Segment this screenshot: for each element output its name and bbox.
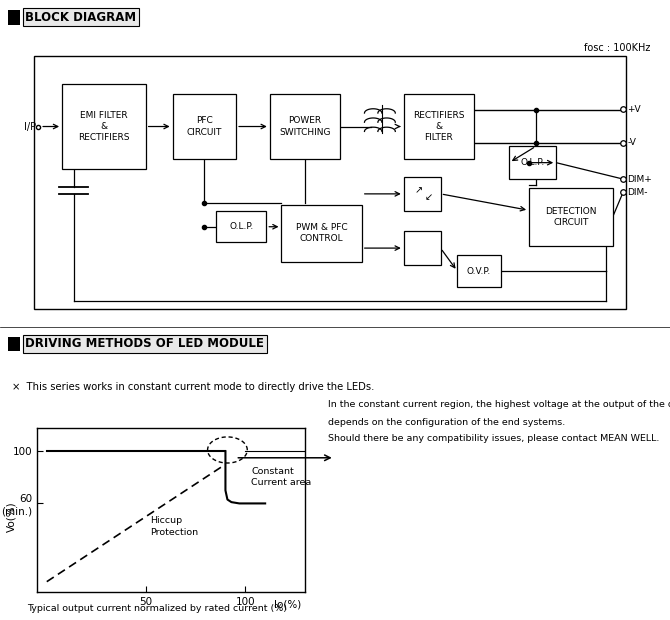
Bar	[403, 177, 441, 211]
Bar	[403, 94, 474, 159]
Bar	[529, 188, 613, 246]
Text: fosc : 100KHz: fosc : 100KHz	[584, 43, 650, 53]
Bar	[34, 56, 626, 309]
Text: depends on the configuration of the end systems.: depends on the configuration of the end …	[328, 418, 565, 427]
Text: ×  This series works in constant current mode to directly drive the LEDs.: × This series works in constant current …	[12, 382, 375, 392]
Text: O.L.P.: O.L.P.	[229, 222, 253, 231]
Text: RECTIFIERS
&
FILTER: RECTIFIERS & FILTER	[413, 111, 464, 142]
Bar	[457, 255, 501, 286]
Text: ↗: ↗	[415, 185, 423, 195]
Bar	[509, 146, 556, 179]
Text: +V: +V	[627, 105, 641, 114]
Text: O.L.P.: O.L.P.	[521, 158, 545, 167]
Bar	[62, 84, 146, 169]
Bar	[8, 10, 20, 25]
Bar	[216, 211, 267, 242]
Text: POWER
SWITCHING: POWER SWITCHING	[279, 117, 330, 136]
Text: DIM-: DIM-	[627, 188, 648, 197]
Text: Constant
Current area: Constant Current area	[251, 467, 312, 487]
Text: In the constant current region, the highest voltage at the output of the driver: In the constant current region, the high…	[328, 400, 670, 409]
Text: DRIVING METHODS OF LED MODULE: DRIVING METHODS OF LED MODULE	[25, 337, 265, 350]
Text: PFC
CIRCUIT: PFC CIRCUIT	[187, 117, 222, 136]
Text: BLOCK DIAGRAM: BLOCK DIAGRAM	[25, 11, 137, 24]
Text: Should there be any compatibility issues, please contact MEAN WELL.: Should there be any compatibility issues…	[328, 434, 660, 443]
Bar	[8, 337, 20, 351]
Text: O.V.P.: O.V.P.	[467, 267, 491, 276]
Text: EMI FILTER
&
RECTIFIERS: EMI FILTER & RECTIFIERS	[78, 111, 129, 142]
Bar	[173, 94, 237, 159]
Text: I/P: I/P	[24, 122, 36, 131]
Text: -V: -V	[627, 138, 636, 148]
Text: Vo(%): Vo(%)	[6, 501, 16, 532]
Bar	[403, 231, 441, 265]
Text: ↙: ↙	[425, 192, 433, 202]
Text: DIM+: DIM+	[627, 175, 652, 184]
Text: Hiccup
Protection: Hiccup Protection	[150, 516, 198, 536]
Text: PWM & PFC
CONTROL: PWM & PFC CONTROL	[295, 223, 348, 244]
Text: DETECTION
CIRCUIT: DETECTION CIRCUIT	[545, 207, 596, 227]
Bar	[269, 94, 340, 159]
Text: Io(%): Io(%)	[273, 600, 301, 610]
Bar	[281, 205, 362, 262]
Text: Typical output current normalized by rated current (%): Typical output current normalized by rat…	[27, 604, 287, 613]
